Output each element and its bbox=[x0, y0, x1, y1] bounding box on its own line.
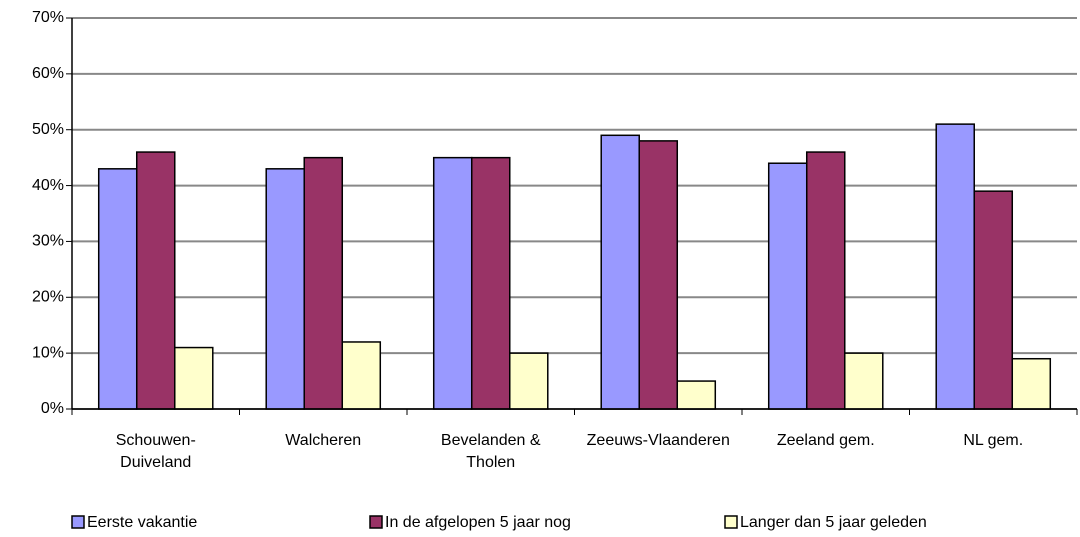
x-tick-label: Schouwen-Duiveland bbox=[115, 432, 196, 471]
x-tick-label: Walcheren bbox=[285, 432, 362, 449]
y-tick-label: 60% bbox=[32, 65, 64, 82]
bar bbox=[174, 346, 214, 410]
x-tick-label: Zeeuws-Vlaanderen bbox=[586, 432, 730, 449]
legend-label: Langer dan 5 jaar geleden bbox=[740, 514, 927, 531]
bar bbox=[432, 156, 473, 410]
x-tick-label: NL gem. bbox=[963, 432, 1024, 449]
bar bbox=[935, 123, 975, 410]
y-tick-label: 70% bbox=[32, 9, 64, 26]
bar bbox=[767, 162, 808, 410]
legend-label: Eerste vakantie bbox=[87, 514, 197, 531]
bar bbox=[600, 134, 640, 410]
x-tick-label: Bevelanden & Tholen bbox=[440, 432, 541, 471]
y-tick-label: 50% bbox=[32, 121, 64, 138]
bar bbox=[805, 151, 846, 410]
bar bbox=[135, 151, 176, 410]
bar bbox=[303, 156, 344, 410]
bar bbox=[470, 156, 511, 410]
bar bbox=[844, 352, 884, 410]
y-tick-label: 0% bbox=[41, 400, 64, 417]
bar bbox=[97, 168, 138, 410]
legend-label: In de afgelopen 5 jaar nog bbox=[385, 514, 571, 531]
bar bbox=[1011, 357, 1052, 410]
legend-swatch bbox=[71, 515, 85, 529]
bar bbox=[265, 168, 305, 410]
y-tick-label: 30% bbox=[32, 233, 64, 250]
x-tick-label: Zeeland gem. bbox=[776, 432, 875, 449]
bar bbox=[676, 380, 717, 410]
bar bbox=[341, 341, 382, 410]
bar bbox=[973, 190, 1014, 410]
y-tick-label: 20% bbox=[32, 289, 64, 306]
legend-swatch bbox=[369, 515, 383, 529]
legend-swatch bbox=[724, 515, 738, 529]
y-tick-label: 40% bbox=[32, 177, 64, 194]
bar bbox=[509, 352, 549, 410]
bar bbox=[638, 140, 679, 410]
y-tick-label: 10% bbox=[32, 344, 64, 361]
